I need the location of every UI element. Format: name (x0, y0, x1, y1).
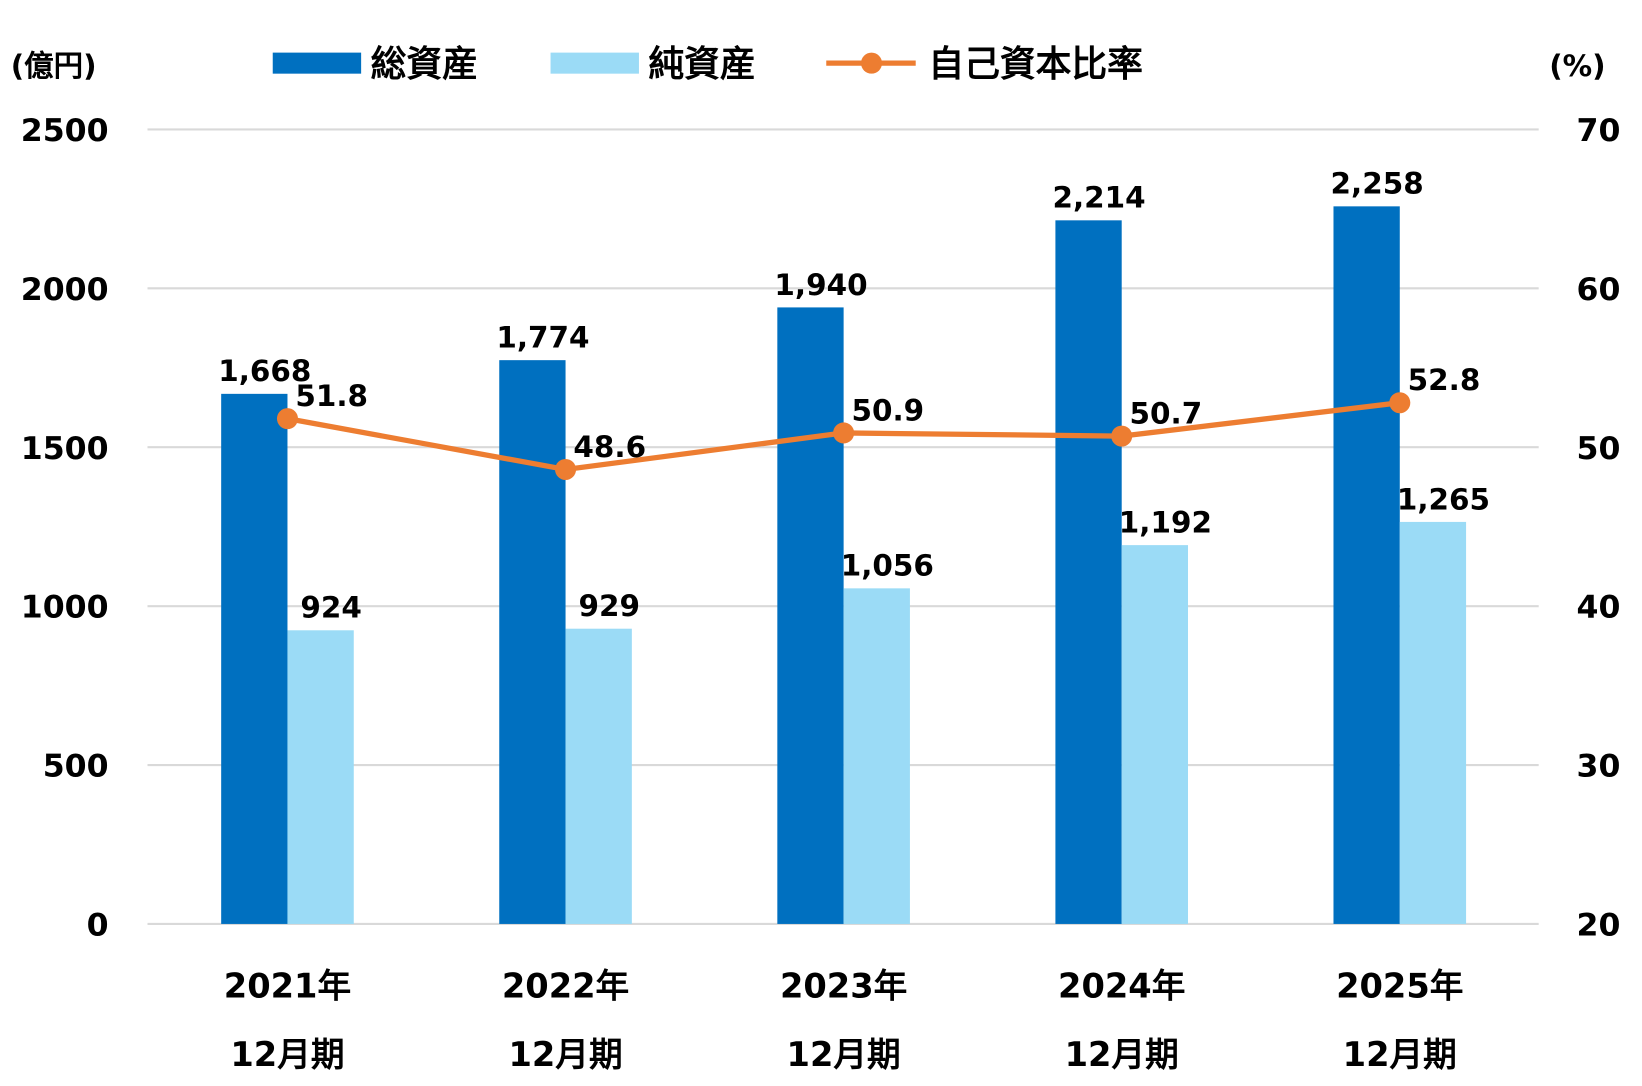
data-label-equity-ratio: 51.8 (295, 379, 368, 413)
bar-net-assets (843, 588, 910, 924)
data-label-total-assets: 1,668 (218, 354, 311, 388)
x-tick-label-year: 2022年 (502, 967, 629, 1006)
y-tick-label: 1500 (21, 431, 109, 467)
x-tick-label-period: 12月期 (1343, 1035, 1457, 1074)
y2-axis-label: (%) (1549, 49, 1605, 83)
y2-tick-label: 30 (1577, 749, 1621, 785)
data-label-equity-ratio: 50.9 (851, 393, 924, 427)
bar-total-assets (1055, 220, 1122, 924)
y-tick-label: 1000 (21, 590, 109, 626)
data-label-net-assets: 1,192 (1119, 505, 1212, 539)
y2-tick-label: 60 (1577, 272, 1621, 308)
x-tick-label-period: 12月期 (230, 1035, 344, 1074)
bar-net-assets (287, 630, 354, 924)
data-label-net-assets: 924 (300, 591, 361, 625)
y2-tick-label: 50 (1577, 431, 1621, 467)
legend-label-total-assets: 総資産 (371, 44, 478, 85)
data-label-net-assets: 929 (578, 589, 639, 623)
y-axis-label: (億円) (11, 49, 97, 83)
data-label-total-assets: 1,940 (774, 268, 867, 302)
x-tick-label-period: 12月期 (787, 1035, 901, 1074)
data-label-total-assets: 2,214 (1052, 181, 1145, 215)
legend: 総資産 純資産 自己資本比率 (272, 44, 1143, 85)
legend-label-net-assets: 純資産 (648, 44, 755, 85)
data-label-net-assets: 1,056 (841, 549, 934, 583)
bar-total-assets (777, 307, 844, 924)
x-tick-label-year: 2023年 (780, 967, 907, 1006)
bar-total-assets (221, 393, 288, 924)
data-label-equity-ratio: 50.7 (1130, 396, 1203, 430)
data-label-equity-ratio: 52.8 (1408, 363, 1481, 397)
marker-equity-ratio (1389, 392, 1411, 414)
bar-net-assets (565, 628, 632, 924)
legend-swatch-total-assets (272, 52, 362, 74)
data-label-equity-ratio: 48.6 (573, 430, 646, 464)
data-label-total-assets: 2,258 (1331, 167, 1424, 201)
y-tick-label: 0 (87, 908, 109, 944)
x-tick-label-period: 12月期 (1065, 1035, 1179, 1074)
marker-equity-ratio (1111, 425, 1133, 447)
y-tick-label: 2500 (21, 113, 109, 149)
data-label-total-assets: 1,774 (496, 321, 589, 355)
y-tick-label: 2000 (21, 272, 109, 308)
marker-equity-ratio (276, 408, 298, 430)
legend-swatch-net-assets (550, 52, 639, 74)
legend-marker-equity-ratio (860, 52, 883, 74)
bar-total-assets (499, 360, 566, 924)
x-tick-label-year: 2025年 (1336, 967, 1463, 1006)
y-tick-label: 500 (43, 749, 109, 785)
legend-label-equity-ratio: 自己資本比率 (928, 44, 1143, 85)
bar-total-assets (1333, 206, 1400, 924)
x-tick-label-year: 2024年 (1058, 967, 1185, 1006)
x-tick-label-period: 12月期 (508, 1035, 622, 1074)
y2-tick-label: 70 (1577, 113, 1621, 149)
bar-net-assets (1399, 521, 1467, 924)
marker-equity-ratio (833, 422, 855, 444)
bar-net-assets (1121, 545, 1188, 924)
y2-tick-label: 40 (1577, 590, 1621, 626)
marker-equity-ratio (555, 458, 577, 481)
y2-tick-label: 20 (1577, 908, 1621, 944)
data-label-net-assets: 1,265 (1397, 482, 1490, 516)
x-tick-label-year: 2021年 (224, 967, 351, 1006)
